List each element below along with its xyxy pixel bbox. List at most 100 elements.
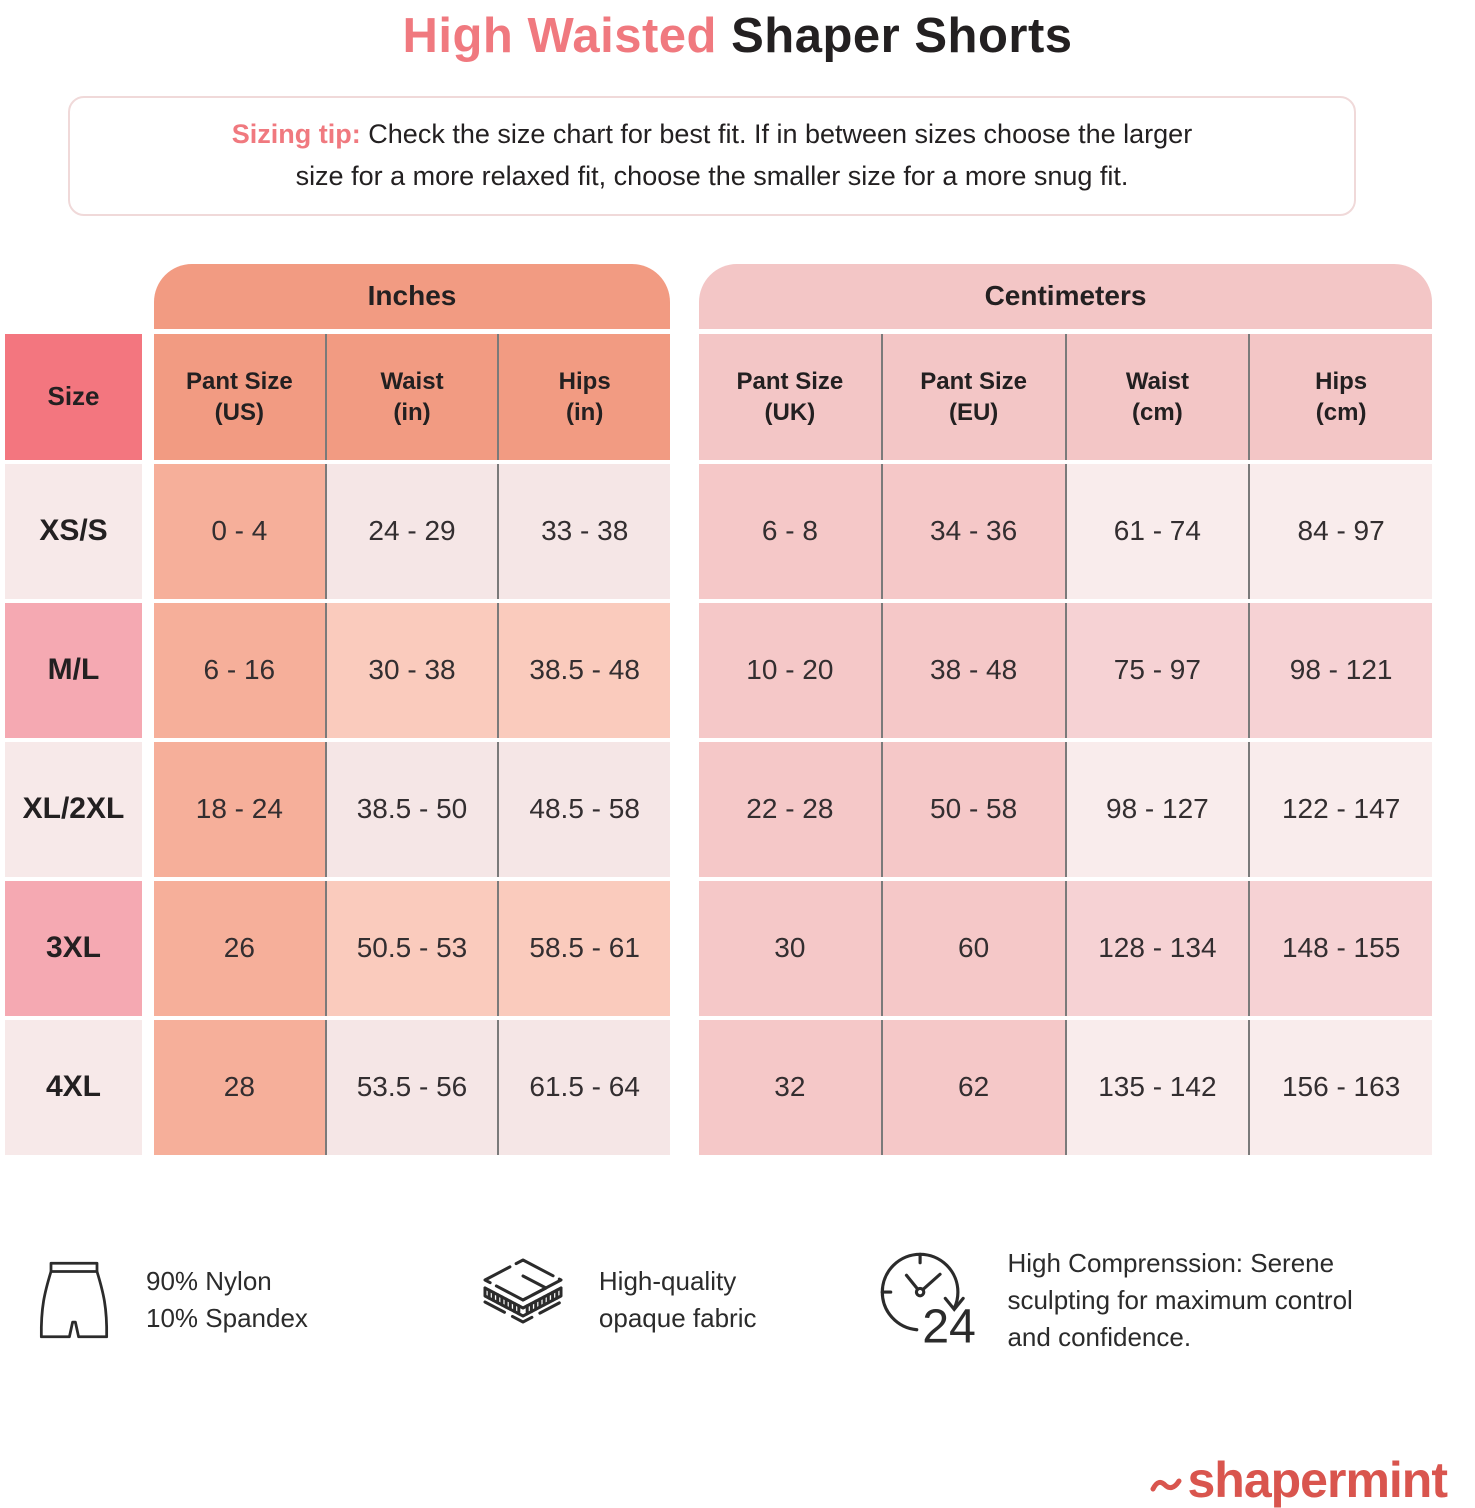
cell-hips-in: 58.5 - 61	[497, 880, 671, 1016]
clock-24-label: 24	[923, 1299, 977, 1353]
header-line: Waist	[380, 367, 444, 395]
header-line: Hips	[1315, 367, 1368, 395]
centimeters-header-row: Pant Size (UK) Pant Size (EU) Waist (cm)…	[699, 333, 1432, 460]
centimeters-table: Centimeters Pant Size (UK) Pant Size (EU…	[699, 263, 1432, 1155]
sizing-tip-label: Sizing tip:	[231, 119, 361, 149]
table-row: 0 - 4 24 - 29 33 - 38	[154, 463, 671, 599]
logo-squiggle-icon	[1150, 1478, 1182, 1492]
table-row: 6 - 8 34 - 36 61 - 74 84 - 97	[699, 463, 1432, 599]
size-label: 3XL	[5, 880, 142, 1016]
table-row: 6 - 16 30 - 38 38.5 - 48	[154, 602, 671, 738]
cell-pant-eu: 62	[880, 1019, 1065, 1155]
brand-logo-text: shapermint	[1187, 1452, 1448, 1508]
feature-fabric: High-quality opaque fabric	[473, 1252, 757, 1348]
feature-text-line: 90% Nylon	[146, 1266, 272, 1297]
cell-pant-uk: 32	[699, 1019, 881, 1155]
table-row: 32 62 135 - 142 156 - 163	[699, 1019, 1432, 1155]
size-label: XS/S	[5, 463, 142, 599]
inches-header-row: Pant Size (US) Waist (in) Hips (in)	[154, 333, 671, 460]
feature-fabric-text: High-quality opaque fabric	[599, 1263, 757, 1337]
header-line: Pant Size	[185, 367, 293, 395]
cell-waist-cm: 75 - 97	[1064, 602, 1249, 738]
cell-pant-us: 28	[154, 1019, 325, 1155]
feature-text-line: and confidence.	[1007, 1321, 1192, 1352]
cell-pant-us: 0 - 4	[154, 463, 325, 599]
header-line: (US)	[214, 398, 264, 426]
size-column: Size XS/S M/L XL/2XL 3XL 4XL	[5, 264, 142, 1155]
header-line: (cm)	[1315, 398, 1367, 426]
cell-waist-cm: 128 - 134	[1064, 880, 1249, 1016]
feature-text-line: sculpting for maximum control	[1007, 1284, 1353, 1315]
header-line: (in)	[566, 398, 604, 426]
cell-pant-us: 18 - 24	[154, 741, 325, 877]
header-line: (cm)	[1132, 398, 1183, 426]
cm-header-hips: Hips (cm)	[1248, 333, 1432, 460]
cell-hips-cm: 148 - 155	[1248, 880, 1432, 1016]
cell-hips-in: 38.5 - 48	[497, 602, 671, 738]
cell-hips-cm: 122 - 147	[1248, 741, 1432, 877]
page-title-accent: High Waisted	[402, 9, 717, 63]
sizing-tip-text1: Check the size chart for best fit. If in…	[360, 119, 1193, 149]
feature-text-line: opaque fabric	[598, 1303, 757, 1334]
cell-waist-cm: 61 - 74	[1064, 463, 1249, 599]
cell-pant-eu: 34 - 36	[880, 463, 1065, 599]
cell-hips-in: 33 - 38	[497, 463, 671, 599]
feature-strip: 90% Nylon 10% Spandex High-qua	[0, 1245, 1475, 1356]
header-line: Pant Size	[920, 367, 1027, 395]
size-label: 4XL	[5, 1019, 142, 1155]
feature-compression: 24 High Comprenssion: Serene sculpting f…	[876, 1245, 1353, 1356]
header-line: (in)	[393, 398, 431, 426]
cell-hips-cm: 156 - 163	[1248, 1019, 1432, 1155]
fabric-icon	[473, 1252, 573, 1348]
header-line: (UK)	[764, 398, 816, 426]
table-row: 22 - 28 50 - 58 98 - 127 122 - 147	[699, 741, 1432, 877]
cell-waist-in: 24 - 29	[324, 463, 498, 599]
size-column-header: Size	[5, 333, 142, 460]
cm-header-pant-uk: Pant Size (UK)	[699, 333, 881, 460]
header-line: Waist	[1125, 367, 1189, 395]
feature-material: 90% Nylon 10% Spandex	[28, 1254, 308, 1346]
size-column-spacer	[5, 264, 142, 334]
inches-header-waist: Waist (in)	[324, 333, 498, 460]
shorts-icon	[28, 1254, 120, 1346]
sizing-tip-text2: size for a more relaxed fit, choose the …	[295, 160, 1129, 191]
cell-hips-cm: 98 - 121	[1248, 602, 1432, 738]
header-line: Pant Size	[736, 367, 844, 395]
feature-material-text: 90% Nylon 10% Spandex	[146, 1263, 308, 1337]
table-row: 10 - 20 38 - 48 75 - 97 98 - 121	[699, 602, 1432, 738]
cell-pant-uk: 10 - 20	[699, 602, 881, 738]
feature-text-line: 10% Spandex	[146, 1303, 308, 1334]
cell-hips-in: 61.5 - 64	[497, 1019, 671, 1155]
cell-pant-uk: 6 - 8	[699, 463, 881, 599]
table-row: 26 50.5 - 53 58.5 - 61	[154, 880, 671, 1016]
cell-pant-eu: 60	[880, 880, 1065, 1016]
clock-24-icon: 24	[876, 1248, 981, 1353]
cell-waist-in: 53.5 - 56	[324, 1019, 498, 1155]
feature-text-line: High-quality	[598, 1266, 737, 1297]
feature-text-line: High Comprenssion: Serene	[1007, 1247, 1335, 1278]
cm-header-waist: Waist (cm)	[1064, 333, 1249, 460]
feature-compression-text: High Comprenssion: Serene sculpting for …	[1007, 1245, 1352, 1356]
inches-table: Inches Pant Size (US) Waist (in) Hips (i…	[154, 263, 671, 1155]
cell-hips-cm: 84 - 97	[1248, 463, 1432, 599]
cell-waist-in: 30 - 38	[324, 602, 498, 738]
cell-waist-in: 50.5 - 53	[324, 880, 498, 1016]
cell-hips-in: 48.5 - 58	[497, 741, 671, 877]
cell-pant-us: 6 - 16	[154, 602, 325, 738]
cm-header-pant-eu: Pant Size (EU)	[880, 333, 1065, 460]
table-row: 28 53.5 - 56 61.5 - 64	[154, 1019, 671, 1155]
table-row: 18 - 24 38.5 - 50 48.5 - 58	[154, 741, 671, 877]
inches-banner: Inches	[154, 263, 670, 329]
sizing-tip-box: Sizing tip: Check the size chart for bes…	[68, 96, 1356, 216]
page-title-rest: Shaper Shorts	[717, 9, 1073, 63]
page-title: High Waisted Shaper Shorts	[0, 8, 1475, 64]
brand-row: shapermint	[0, 1455, 1475, 1505]
cell-pant-us: 26	[154, 880, 325, 1016]
table-row: 30 60 128 - 134 148 - 155	[699, 880, 1432, 1016]
cell-waist-in: 38.5 - 50	[324, 741, 498, 877]
size-label: M/L	[5, 602, 142, 738]
cell-pant-eu: 38 - 48	[880, 602, 1065, 738]
header-line: (EU)	[948, 398, 999, 426]
inches-header-pant-us: Pant Size (US)	[154, 333, 325, 460]
inches-header-hips: Hips (in)	[497, 333, 671, 460]
